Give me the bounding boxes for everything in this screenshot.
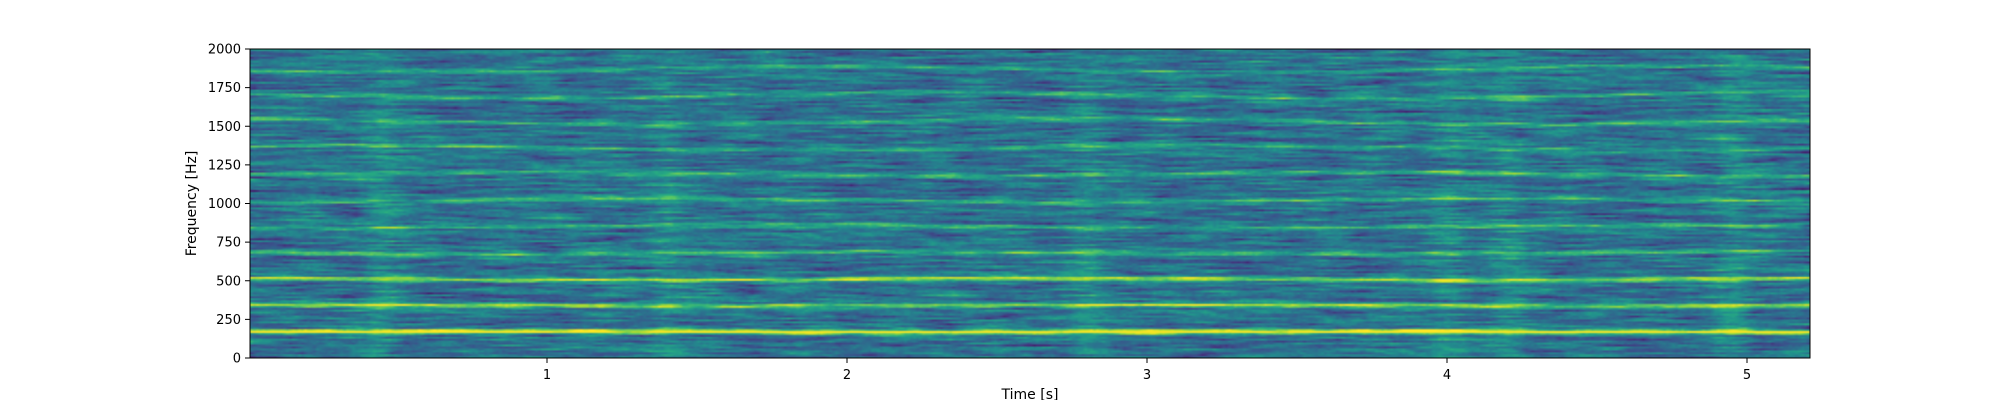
x-tick-label: 4: [1443, 368, 1451, 383]
x-axis-ticks: 1 2 3 4 5: [543, 358, 1751, 383]
x-tick-label: 2: [843, 368, 851, 383]
y-tick-label: 250: [216, 313, 241, 328]
plot-frame: [249, 48, 1811, 359]
y-tick-label: 750: [216, 236, 241, 251]
y-tick-label: 2000: [208, 43, 241, 58]
y-tick-label: 1750: [208, 81, 241, 96]
x-axis-label: Time [s]: [1001, 387, 1059, 400]
spectrogram-image: [250, 49, 1810, 358]
y-axis-ticks: 0 250 500 750 1000 1250 1500 1750 2000: [208, 43, 250, 367]
y-tick-label: 1000: [208, 197, 241, 212]
x-tick-label: 1: [543, 368, 551, 383]
y-tick-label: 1500: [208, 120, 241, 135]
y-tick-label: 0: [233, 352, 241, 367]
y-axis-label: Frequency [Hz]: [184, 151, 200, 257]
x-tick-label: 3: [1143, 368, 1151, 383]
y-tick-label: 1250: [208, 158, 241, 173]
plot-area: [250, 49, 1810, 358]
x-tick-label: 5: [1743, 368, 1751, 383]
y-tick-label: 500: [216, 274, 241, 289]
